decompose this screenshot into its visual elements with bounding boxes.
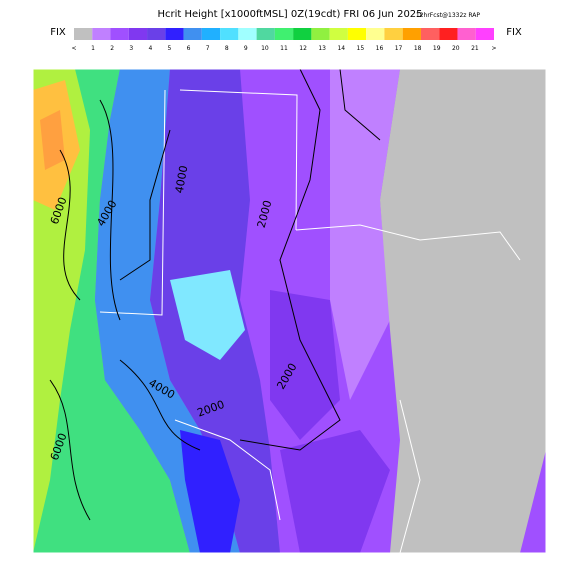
colorbar-swatch — [366, 28, 385, 40]
colorbar-label: 17 — [395, 45, 403, 52]
colorbar-swatch — [457, 28, 476, 40]
colorbar-swatch — [201, 28, 221, 40]
colorbar-label: 19 — [433, 45, 441, 52]
colorbar-label: 12 — [299, 45, 307, 52]
colorbar-swatch — [74, 28, 93, 40]
colorbar-label: 9 — [244, 45, 248, 52]
forecast: 12hrFcst@1332z RAP — [416, 12, 480, 19]
colorbar-swatch — [420, 28, 440, 40]
contour-label: 4000 — [173, 164, 191, 194]
colorbar-right: FIX — [506, 27, 522, 38]
colorbar-label: 15 — [357, 45, 365, 52]
colorbar-label: 20 — [452, 45, 460, 52]
colorbar-label: 8 — [225, 45, 229, 52]
colorbar-label: 1 — [91, 45, 95, 52]
colorbar-swatch — [128, 28, 148, 40]
colorbar-label: 7 — [206, 45, 210, 52]
title: Hcrit Height [x1000ftMSL] 0Z(19cdt) FRI … — [157, 9, 422, 20]
colorbar-label: 5 — [168, 45, 172, 52]
colorbar: <1 2 3 4 5 6 7 8 9 10 11 12 13 14 15 16 17 18 19 20 21 > — [71, 28, 497, 52]
colorbar-label: > — [491, 45, 496, 52]
colorbar-swatch — [220, 28, 239, 40]
colorbar-label: 14 — [337, 45, 345, 52]
colorbar-swatch — [274, 28, 294, 40]
colorbar-label: 13 — [318, 45, 326, 52]
colorbar-swatch — [238, 28, 257, 40]
colorbar-label: 21 — [471, 45, 479, 52]
colorbar-swatch — [183, 28, 202, 40]
colorbar-swatch — [92, 28, 111, 40]
colorbar-label: 3 — [129, 45, 133, 52]
colorbar-label: 2 — [110, 45, 114, 52]
colorbar-swatch — [147, 28, 166, 40]
map-frame — [32, 68, 547, 554]
colorbar-label: 10 — [261, 45, 269, 52]
colorbar-swatch — [110, 28, 129, 40]
colorbar-swatch — [293, 28, 312, 40]
colorbar-left: FIX — [50, 27, 66, 38]
colorbar-swatch — [402, 28, 421, 40]
colorbar-label: 18 — [414, 45, 422, 52]
colorbar-swatch — [256, 28, 275, 40]
colorbar-label: 16 — [376, 45, 384, 52]
colorbar-label: 4 — [148, 45, 152, 52]
colorbar-label: < — [71, 45, 76, 52]
colorbar-swatch — [475, 28, 494, 40]
colorbar-swatch — [311, 28, 330, 40]
map — [33, 68, 546, 554]
colorbar-swatch — [347, 28, 367, 40]
colorbar-swatch — [439, 28, 458, 40]
colorbar-label: 11 — [280, 45, 288, 52]
colorbar-swatch — [329, 28, 348, 40]
colorbar-swatch — [165, 28, 184, 40]
colorbar-label: 6 — [187, 45, 191, 52]
colorbar-swatch — [384, 28, 403, 40]
